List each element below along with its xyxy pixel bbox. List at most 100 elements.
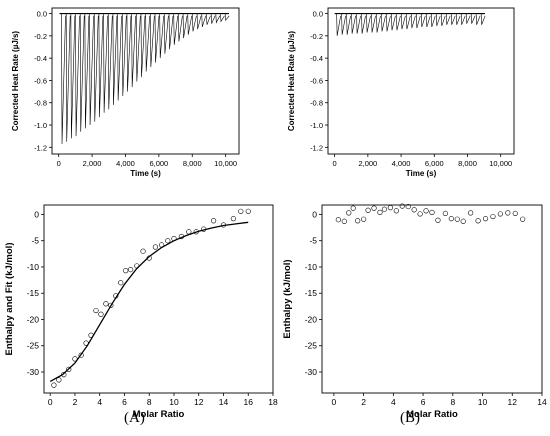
data-point — [405, 203, 411, 210]
data-point — [393, 208, 399, 214]
x-tick-label: 6 — [421, 397, 426, 407]
y-tick-label: -5 — [31, 236, 39, 246]
injection-peak — [426, 13, 431, 28]
injection-peak — [192, 13, 197, 32]
injection-peak — [182, 13, 188, 39]
x-tick-label: 10 — [169, 397, 179, 407]
y-tick-label: -0.8 — [34, 99, 47, 108]
injection-peak — [75, 13, 80, 137]
y-axis-title: Enthalpy and Fit (kJ/mol) — [4, 243, 15, 356]
y-tick-label: -0.6 — [34, 76, 47, 85]
injection-peak — [215, 13, 221, 24]
injection-peak — [376, 13, 381, 33]
data-point — [341, 218, 347, 224]
data-point — [66, 366, 72, 372]
x-tick-label: 6,000 — [149, 159, 168, 168]
y-axis-title: Corrected Heat Rate (µJ/s) — [287, 31, 296, 132]
y-tick-label: -15 — [305, 288, 318, 298]
chart-a-top: 0 2,000 4,000 6,000 8,000 10,000 0.0 -0.2 -0.4 -0… — [11, 7, 240, 178]
data-point — [93, 307, 99, 314]
x-axis-title: Time (s) — [406, 169, 437, 178]
data-point — [512, 210, 518, 217]
injection-peak — [164, 13, 169, 54]
injection-peak — [351, 13, 356, 34]
injection-peak — [173, 13, 179, 45]
data-point — [355, 218, 361, 224]
injection-peak — [470, 13, 476, 24]
x-tick-label: 8 — [450, 397, 455, 407]
data-point — [454, 216, 460, 222]
injection-peak — [178, 13, 183, 42]
injection-peak — [93, 13, 99, 122]
injection-peak — [70, 13, 76, 139]
x-tick-label: 0 — [57, 159, 61, 168]
y-tick-label: -1.2 — [310, 143, 323, 152]
x-tick-label: 4 — [391, 397, 396, 407]
injection-peak — [150, 13, 155, 68]
x-tick-label: 0 — [48, 397, 53, 407]
injection-peak — [411, 13, 416, 29]
data-point — [482, 216, 489, 222]
y-tick-label: 0 — [312, 209, 317, 219]
plot-frame — [327, 7, 515, 155]
injection-peak — [79, 13, 85, 132]
data-point — [335, 217, 341, 223]
data-point — [520, 216, 526, 222]
x-tick-label: 14 — [219, 397, 229, 407]
injection-peak — [475, 13, 481, 25]
injection-peak — [112, 13, 118, 105]
data-point — [423, 208, 429, 214]
injection-peak — [140, 13, 146, 78]
y-tick-label: 0.0 — [37, 10, 47, 19]
x-tick-label: 4,000 — [116, 159, 135, 168]
y-tick-label: -0.6 — [310, 76, 323, 85]
injection-peak — [406, 13, 411, 30]
data-point — [123, 268, 129, 274]
injection-peak — [84, 13, 90, 129]
x-tick-label: 0 — [332, 397, 337, 407]
y-tick-label: -25 — [305, 341, 318, 351]
y-tick-label: -0.8 — [310, 99, 323, 108]
injection-peak — [336, 13, 341, 36]
y-tick-label: -0.4 — [310, 54, 323, 63]
data-point — [98, 311, 104, 317]
x-tick-label: 2,000 — [358, 159, 377, 168]
data-point — [490, 213, 496, 220]
injection-peak — [455, 13, 461, 25]
y-tick-label: -10 — [305, 262, 318, 272]
injection-peak — [210, 13, 216, 24]
data-point — [468, 210, 474, 216]
data-point — [210, 218, 217, 224]
injection-peak — [440, 13, 446, 26]
x-axis-title: Time (s) — [130, 169, 161, 178]
injection-peak — [61, 13, 66, 144]
data-point — [381, 206, 388, 212]
injection-peak — [480, 13, 486, 25]
data-point — [118, 280, 124, 286]
x-tick-label: 10,000 — [489, 159, 512, 168]
injection-peak — [445, 13, 451, 25]
injection-peak — [346, 13, 351, 35]
data-point — [230, 216, 236, 222]
x-tick-label: 0 — [333, 159, 337, 168]
x-axis-title: Molar Ratio — [133, 409, 185, 420]
injection-peak — [361, 13, 366, 34]
data-point — [361, 216, 367, 222]
injection-peak — [465, 13, 471, 24]
y-tick-label: -0.2 — [34, 32, 47, 41]
data-point — [238, 208, 244, 214]
plot-frame — [51, 7, 240, 155]
injection-peak — [107, 13, 113, 110]
y-tick-label: -0.2 — [310, 32, 323, 41]
y-tick-label: -30 — [27, 367, 40, 377]
injection-peak — [65, 13, 71, 142]
injection-peak — [371, 13, 376, 33]
x-tick-label: 2,000 — [83, 159, 102, 168]
injection-peak — [381, 13, 386, 32]
injection-peak — [430, 13, 436, 28]
x-tick-label: 6,000 — [425, 159, 444, 168]
y-tick-label: -5 — [309, 236, 317, 246]
x-tick-label: 2 — [361, 397, 366, 407]
injection-peak — [168, 13, 174, 50]
